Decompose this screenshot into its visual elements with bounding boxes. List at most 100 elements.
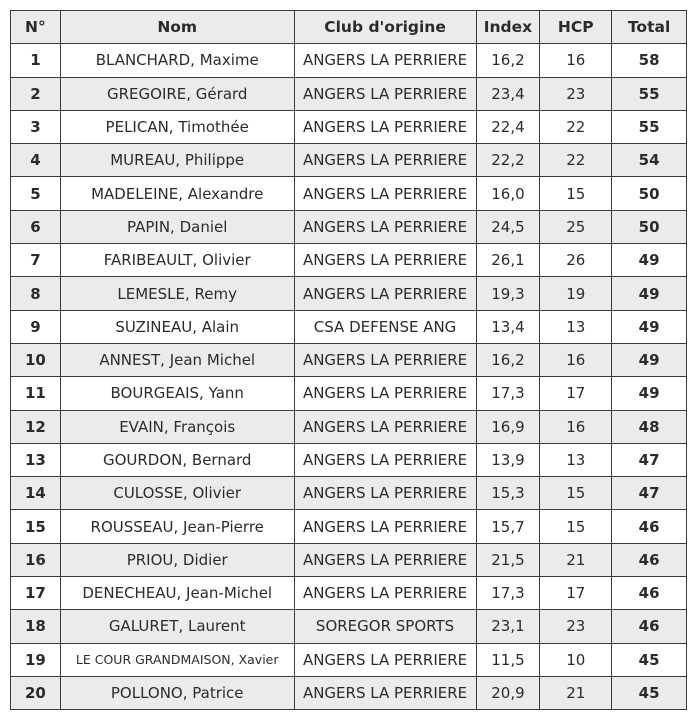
club-cell: ANGERS LA PERRIERE [293, 243, 477, 278]
index-cell: 13,4 [475, 309, 541, 344]
table-row: 6 PAPIN, Daniel ANGERS LA PERRIERE 24,5 25 50 [10, 209, 687, 245]
table-row: 17 DENECHEAU, Jean-Michel ANGERS LA PERRIE… [10, 576, 687, 611]
header-club: Club d'origine [293, 9, 477, 45]
index-cell: 22,2 [475, 143, 541, 178]
table-row: 2 GREGOIRE, Gérard ANGERS LA PERRIERE 23,4 2… [10, 76, 687, 111]
hcp-cell: 16 [539, 43, 613, 78]
index-cell: 23,1 [475, 609, 541, 644]
total-cell: 47 [611, 442, 687, 478]
header-row: N° Nom Club d'origine Index HCP Total [10, 9, 687, 45]
hcp-cell: 26 [539, 243, 613, 278]
table-row: 14 CULOSSE, Olivier ANGERS LA PERRIERE 15,3… [10, 476, 687, 511]
club-cell: ANGERS LA PERRIERE [293, 576, 477, 611]
total-cell: 48 [611, 409, 687, 444]
table-row: 20 POLLONO, Patrice ANGERS LA PERRIERE 20,9… [10, 675, 687, 711]
name-cell: BOURGEAIS, Yann [59, 376, 295, 411]
index-cell: 22,4 [475, 109, 541, 145]
table-row: 12 EVAIN, François ANGERS LA PERRIERE 16,9 1… [10, 409, 687, 444]
club-cell: ANGERS LA PERRIERE [293, 442, 477, 478]
hcp-cell: 21 [539, 675, 613, 711]
table-row: 9 SUZINEAU, Alain CSA DEFENSE ANG 13,4 13 49 [10, 309, 687, 344]
total-cell: 47 [611, 476, 687, 511]
index-cell: 17,3 [475, 376, 541, 411]
club-cell: ANGERS LA PERRIERE [293, 675, 477, 711]
total-cell: 58 [611, 43, 687, 78]
index-cell: 16,2 [475, 342, 541, 378]
table-row: 7 FARIBEAULT, Olivier ANGERS LA PERRIERE 26… [10, 243, 687, 278]
header-rank: N° [10, 9, 61, 45]
total-cell: 49 [611, 276, 687, 311]
table-row: 1 BLANCHARD, Maxime ANGERS LA PERRIERE 16,2… [10, 43, 687, 78]
club-cell: ANGERS LA PERRIERE [293, 376, 477, 411]
hcp-cell: 15 [539, 509, 613, 544]
hcp-cell: 22 [539, 143, 613, 178]
table-row: 13 GOURDON, Bernard ANGERS LA PERRIERE 13,9… [10, 442, 687, 478]
club-cell: ANGERS LA PERRIERE [293, 143, 477, 178]
club-cell: ANGERS LA PERRIERE [293, 109, 477, 145]
club-cell: ANGERS LA PERRIERE [293, 542, 477, 578]
index-cell: 11,5 [475, 642, 541, 677]
total-cell: 45 [611, 642, 687, 677]
index-cell: 15,7 [475, 509, 541, 544]
hcp-cell: 17 [539, 376, 613, 411]
club-cell: ANGERS LA PERRIERE [293, 209, 477, 245]
index-cell: 21,5 [475, 542, 541, 578]
rank-cell: 16 [10, 542, 61, 578]
name-cell: MADELEINE, Alexandre [59, 176, 295, 211]
table-row: 11 BOURGEAIS, Yann ANGERS LA PERRIERE 17,3 1… [10, 376, 687, 411]
hcp-cell: 16 [539, 409, 613, 444]
total-cell: 45 [611, 675, 687, 711]
hcp-cell: 15 [539, 476, 613, 511]
club-cell: CSA DEFENSE ANG [293, 309, 477, 344]
total-cell: 50 [611, 176, 687, 211]
club-cell: ANGERS LA PERRIERE [293, 43, 477, 78]
index-cell: 15,3 [475, 476, 541, 511]
name-cell: ANNEST, Jean Michel [59, 342, 295, 378]
header-index: Index [475, 9, 541, 45]
index-cell: 20,9 [475, 675, 541, 711]
total-cell: 49 [611, 309, 687, 344]
club-cell: ANGERS LA PERRIERE [293, 476, 477, 511]
rank-cell: 10 [10, 342, 61, 378]
index-cell: 19,3 [475, 276, 541, 311]
club-cell: ANGERS LA PERRIERE [293, 642, 477, 677]
name-cell: SUZINEAU, Alain [59, 309, 295, 344]
rank-cell: 6 [10, 209, 61, 245]
index-cell: 16,2 [475, 43, 541, 78]
club-cell: ANGERS LA PERRIERE [293, 76, 477, 111]
name-cell: POLLONO, Patrice [59, 675, 295, 711]
club-cell: ANGERS LA PERRIERE [293, 409, 477, 444]
index-cell: 23,4 [475, 76, 541, 111]
header-total: Total [611, 9, 687, 45]
hcp-cell: 21 [539, 542, 613, 578]
index-cell: 24,5 [475, 209, 541, 245]
name-cell: GOURDON, Bernard [59, 442, 295, 478]
rank-cell: 20 [10, 675, 61, 711]
total-cell: 49 [611, 342, 687, 378]
name-cell: BLANCHARD, Maxime [59, 43, 295, 78]
total-cell: 49 [611, 243, 687, 278]
rank-cell: 9 [10, 309, 61, 344]
rank-cell: 14 [10, 476, 61, 511]
rank-cell: 2 [10, 76, 61, 111]
total-cell: 50 [611, 209, 687, 245]
hcp-cell: 22 [539, 109, 613, 145]
rank-cell: 18 [10, 609, 61, 644]
hcp-cell: 25 [539, 209, 613, 245]
name-cell: LE COUR GRANDMAISON, Xavier [59, 642, 295, 677]
name-cell: PAPIN, Daniel [59, 209, 295, 245]
total-cell: 54 [611, 143, 687, 178]
table-row: 8 LEMESLE, Remy ANGERS LA PERRIERE 19,3 19 49 [10, 276, 687, 311]
name-cell: DENECHEAU, Jean-Michel [59, 576, 295, 611]
rank-cell: 17 [10, 576, 61, 611]
club-cell: ANGERS LA PERRIERE [293, 276, 477, 311]
total-cell: 46 [611, 576, 687, 611]
rank-cell: 7 [10, 243, 61, 278]
club-cell: ANGERS LA PERRIERE [293, 342, 477, 378]
name-cell: CULOSSE, Olivier [59, 476, 295, 511]
hcp-cell: 16 [539, 342, 613, 378]
name-cell: FARIBEAULT, Olivier [59, 243, 295, 278]
rank-cell: 19 [10, 642, 61, 677]
hcp-cell: 17 [539, 576, 613, 611]
table-row: 4 MUREAU, Philippe ANGERS LA PERRIERE 22,2 2… [10, 143, 687, 178]
